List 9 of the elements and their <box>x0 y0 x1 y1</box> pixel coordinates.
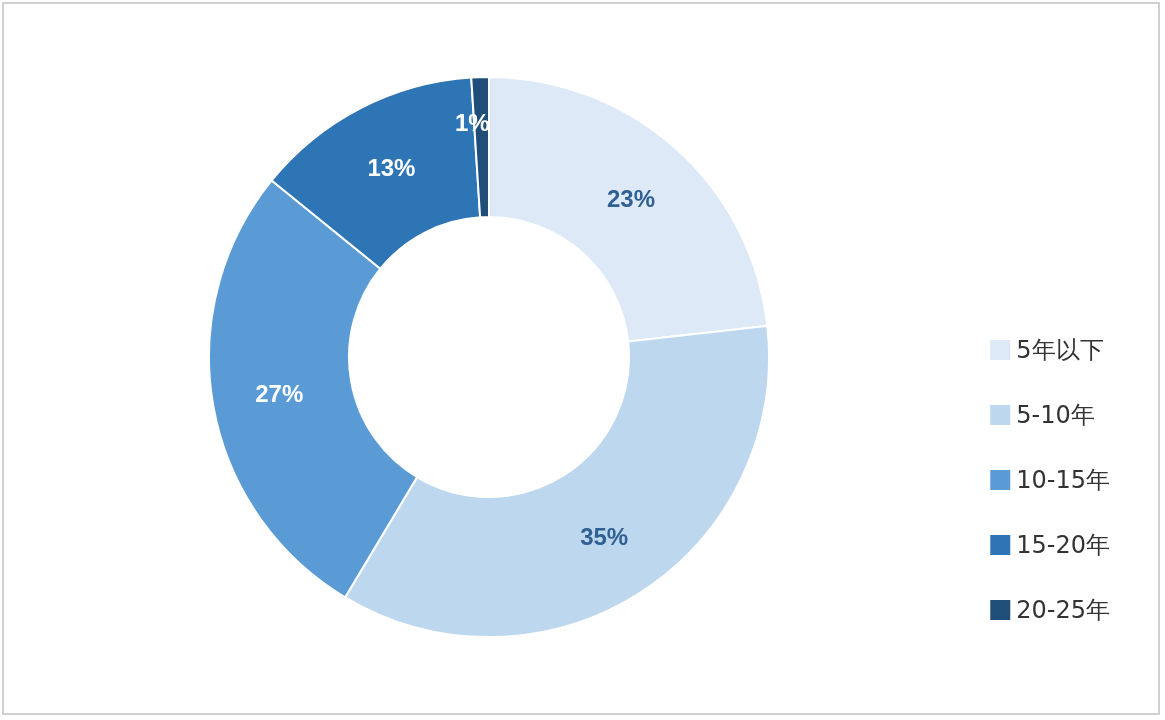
legend-label: 15-20年 <box>1016 531 1111 559</box>
legend-label: 5年以下 <box>1016 336 1104 364</box>
data-label: 35% <box>580 522 629 550</box>
data-label: 13% <box>367 154 416 182</box>
legend-label: 5-10年 <box>1016 401 1095 429</box>
data-label: 23% <box>607 184 656 212</box>
data-label: 27% <box>255 380 304 408</box>
legend-label: 20-25年 <box>1016 596 1111 624</box>
legend-label: 10-15年 <box>1016 466 1111 494</box>
